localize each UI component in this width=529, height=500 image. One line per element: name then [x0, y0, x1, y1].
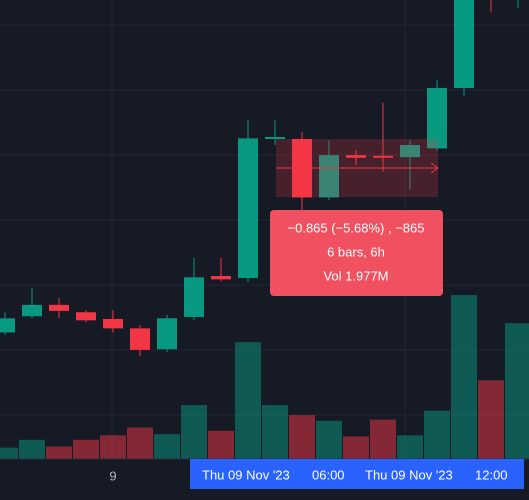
volume-bar — [208, 430, 234, 459]
crosshair-time: 12:00 — [475, 467, 508, 482]
crosshair-date: Thu 09 Nov '23 — [365, 467, 453, 482]
candle-body — [238, 138, 258, 279]
candle-body — [400, 145, 420, 158]
volume-bar — [343, 436, 369, 459]
candle-body — [454, 0, 474, 88]
crosshair-range — [190, 459, 524, 489]
candle-body — [427, 87, 447, 149]
volume-bar — [370, 419, 396, 459]
time-axis: 9 Thu 09 Nov '23 06:00 Thu 09 Nov '23 12… — [0, 458, 529, 500]
candle-body — [76, 312, 96, 321]
volume-bar — [397, 435, 423, 459]
candle-body — [373, 155, 393, 158]
volume-bar — [316, 420, 342, 459]
volume-bar — [424, 410, 450, 459]
measure-volume: Vol 1.977M — [323, 268, 388, 283]
measure-bars: 6 bars, 6h — [327, 244, 385, 259]
volume-bar — [181, 405, 207, 459]
volume-bar — [0, 447, 18, 459]
volume-bar — [505, 323, 529, 459]
measure-tooltip — [270, 210, 443, 296]
crosshair-date: Thu 09 Nov '23 — [202, 467, 290, 482]
volume-bar — [451, 295, 477, 459]
candle-body — [103, 318, 123, 329]
volume-bar — [262, 405, 288, 459]
candle-body — [319, 155, 339, 198]
volume-bar — [289, 415, 315, 459]
candle-body — [184, 277, 204, 317]
candle-body — [49, 304, 69, 311]
candle-body — [0, 318, 15, 333]
volume-bar — [478, 380, 504, 459]
volume-bar — [127, 427, 153, 459]
volume-bar — [73, 439, 99, 459]
grid — [0, 0, 529, 459]
volume-bar — [235, 342, 261, 459]
candle-body — [157, 318, 177, 350]
candle-body — [130, 328, 150, 350]
measure-change: −0.865 (−5.68%) , −865 — [288, 220, 425, 235]
candle-body — [22, 304, 42, 317]
x-tick-label: 9 — [109, 468, 116, 483]
measure-tool: −0.865 (−5.68%) , −865 6 bars, 6h Vol 1.… — [270, 139, 443, 296]
crosshair-time: 06:00 — [312, 467, 345, 482]
candle-body — [211, 276, 231, 280]
volume-bar — [154, 434, 180, 459]
volume-bar — [46, 446, 72, 459]
candle-body — [265, 136, 285, 140]
volume-bar — [19, 439, 45, 459]
volume-bar — [100, 435, 126, 459]
measure-arrow-head — [430, 162, 439, 174]
volume-layer — [0, 295, 529, 459]
candle-layer — [0, 0, 519, 356]
candle-body — [346, 155, 366, 158]
